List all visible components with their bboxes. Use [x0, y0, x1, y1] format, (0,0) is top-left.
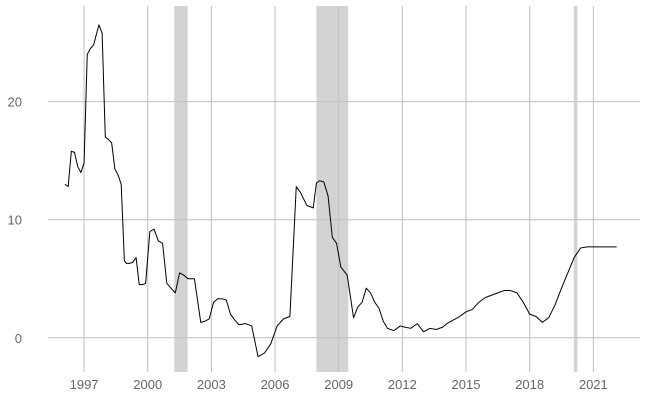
- x-tick-label: 2009: [324, 377, 353, 392]
- x-tick-label: 2000: [133, 377, 162, 392]
- shaded-period-1: [316, 6, 349, 372]
- y-tick-label: 0: [15, 331, 22, 346]
- x-tick-label: 2006: [261, 377, 290, 392]
- x-tick-label: 2021: [579, 377, 608, 392]
- data-series: [64, 24, 617, 358]
- x-tick-label: 2018: [515, 377, 544, 392]
- shaded-period-2: [573, 6, 578, 372]
- series-line-0: [64, 24, 617, 358]
- y-axis-tick-labels: 0 10 20: [8, 95, 22, 346]
- y-tick-label: 20: [8, 95, 22, 110]
- grid-lines: [48, 6, 640, 372]
- y-tick-label: 10: [8, 213, 22, 228]
- x-tick-label: 1997: [70, 377, 99, 392]
- x-axis-tick-labels: 1997 2000 2003 2006 2009 2012 2015 2018 2021: [70, 377, 608, 392]
- recession-shading: [174, 6, 578, 372]
- shaded-period-0: [174, 6, 188, 372]
- x-tick-label: 2015: [452, 377, 481, 392]
- x-tick-label: 2012: [388, 377, 417, 392]
- x-tick-label: 2003: [197, 377, 226, 392]
